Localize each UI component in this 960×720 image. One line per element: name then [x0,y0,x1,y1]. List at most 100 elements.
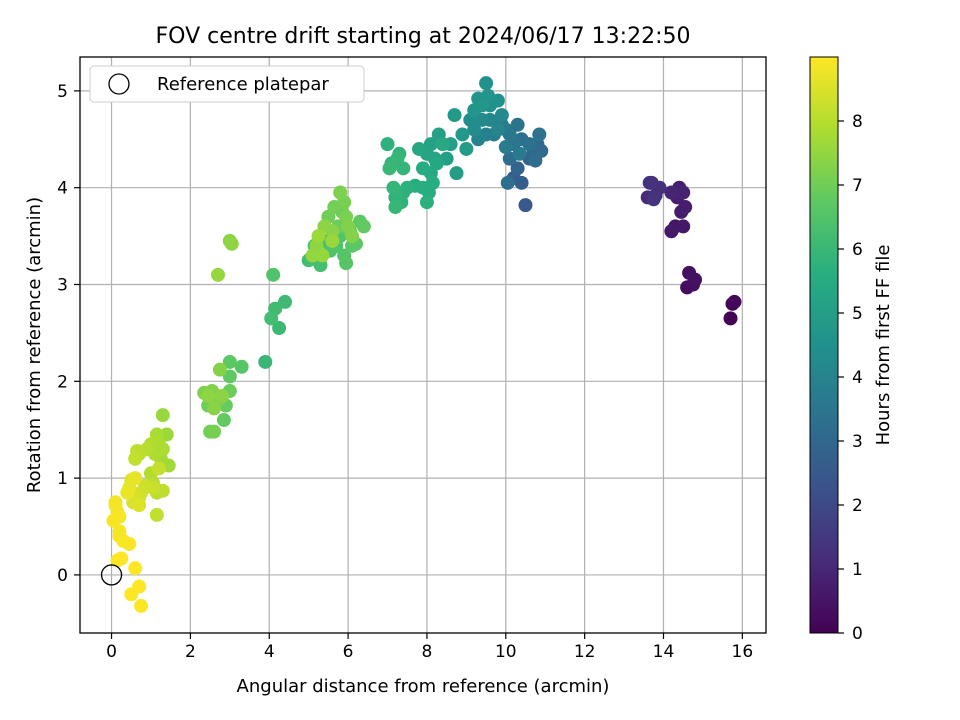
data-point [490,122,505,137]
data-point [345,229,360,244]
data-point [207,424,222,439]
data-point [518,198,533,213]
data-point [459,141,474,156]
data-point [128,561,143,576]
data-point [114,551,129,566]
colorbar-tick-label: 3 [852,432,863,452]
data-point [386,180,401,195]
y-tick-label: 2 [57,372,68,392]
colorbar-gradient [809,56,839,634]
y-axis-ticks: 0 1 2 3 4 5 [57,82,80,586]
colorbar-tick-label: 0 [852,624,863,644]
legend: Reference platepar [89,65,365,103]
data-point [325,233,340,248]
colorbar: 0 1 2 3 4 5 6 7 8 Hours from first FF file [809,56,894,644]
y-axis-label: Rotation from reference (arcmin) [24,197,45,493]
data-point [522,137,537,152]
colorbar-label: Hours from first FF file [873,245,894,446]
data-point [664,185,679,200]
data-point [222,369,237,384]
legend-marker [108,73,130,95]
data-points [106,76,742,613]
x-axis-ticks: 0 2 4 6 8 10 12 14 16 [106,633,753,662]
data-point [642,175,657,190]
data-point [216,413,231,428]
y-tick-label: 1 [57,469,68,489]
data-point [475,112,490,127]
data-point [112,524,127,539]
data-point [108,495,123,510]
x-tick-label: 2 [185,642,196,662]
data-point [449,166,464,181]
data-point [455,127,470,142]
data-point [224,236,239,251]
data-point [210,267,225,282]
x-tick-label: 14 [653,642,675,662]
data-point [676,185,691,200]
data-point [333,185,348,200]
chart-title: FOV centre drift starting at 2024/06/17 … [156,24,691,49]
data-point [207,401,222,416]
data-point [475,98,490,113]
colorbar-tick-label: 1 [852,560,863,580]
data-point [512,146,527,161]
legend-box [89,65,365,103]
data-point [201,388,216,403]
data-point [412,141,427,156]
data-point [272,321,287,336]
colorbar-tick-label: 5 [852,304,863,324]
data-point [278,294,293,309]
data-point [447,108,462,123]
x-axis-label: Angular distance from reference (arcmin) [237,676,610,697]
data-point [723,311,738,326]
data-point [106,513,121,528]
data-point [382,161,397,176]
y-tick-label: 0 [57,566,68,586]
data-point [159,427,174,442]
data-point [212,362,227,377]
data-point [134,598,149,613]
x-tick-label: 8 [422,642,433,662]
y-tick-label: 3 [57,275,68,295]
data-point [315,248,330,263]
data-point [676,219,691,234]
colorbar-tick-label: 6 [852,240,863,260]
data-point [264,311,279,326]
data-point [339,256,354,271]
data-point [664,224,679,239]
x-tick-label: 10 [495,642,517,662]
y-tick-label: 5 [57,82,68,102]
data-point [435,137,450,152]
data-point [214,388,229,403]
data-point [416,161,430,176]
data-point [151,461,166,476]
data-point [646,192,661,207]
data-point [120,485,135,500]
data-point [510,117,525,132]
data-point [356,219,371,234]
data-point [128,471,143,486]
reference-platepar-point [100,564,123,586]
colorbar-ticks: 0 1 2 3 4 5 6 7 8 [838,112,863,644]
x-tick-label: 6 [343,642,354,662]
data-point [419,195,434,210]
x-tick-label: 4 [264,642,275,662]
data-point [132,498,147,513]
data-point [222,354,237,369]
data-point [528,153,543,168]
x-tick-label: 0 [106,642,117,662]
data-point [305,248,320,263]
data-point [155,442,170,457]
data-point [122,536,137,551]
reference-marker [100,564,123,586]
y-tick-label: 4 [57,179,68,199]
data-point [500,175,515,190]
data-point [128,451,143,466]
data-point [494,108,509,123]
colorbar-tick-label: 2 [852,496,863,516]
data-point [266,267,281,282]
colorbar-tick-label: 7 [852,176,863,196]
plot-frame [79,56,767,634]
data-point [390,151,405,166]
